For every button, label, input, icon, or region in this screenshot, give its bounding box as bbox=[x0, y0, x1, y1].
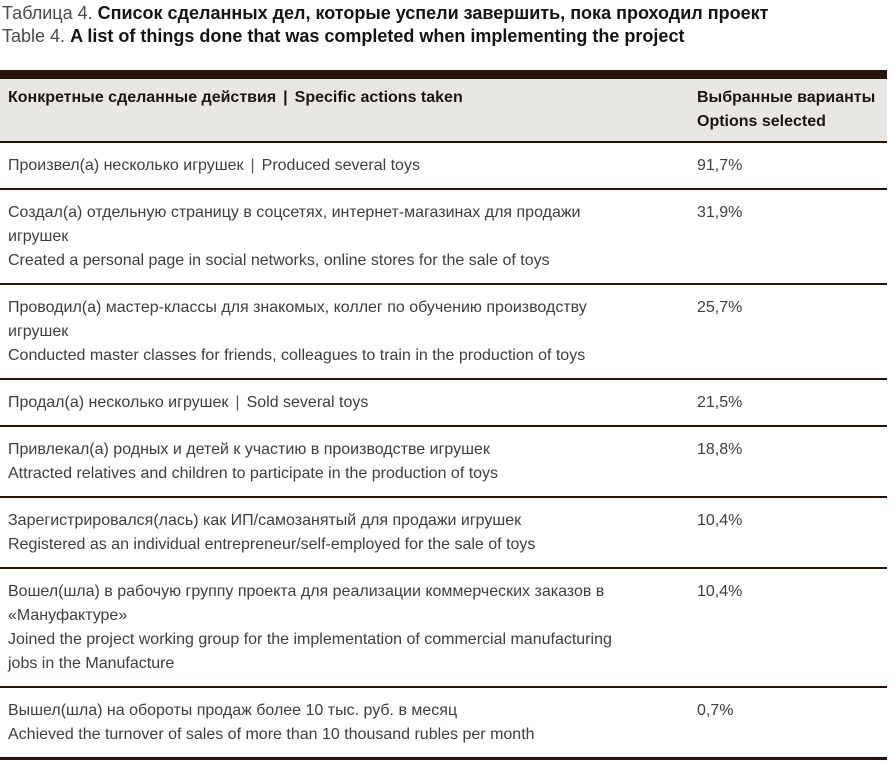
header-actions-column: Конкретные сделанные действия | Specific a… bbox=[8, 86, 697, 134]
caption-line-ru: Таблица 4. Список сделанных дел, которые… bbox=[2, 2, 896, 25]
row-percentage: 0,7% bbox=[697, 702, 734, 719]
row-percentage: 10,4% bbox=[697, 512, 743, 529]
row-pipe-separator: | bbox=[250, 157, 255, 174]
row-action-en: Produced several toys bbox=[261, 157, 420, 174]
row-action-line: Registered as an individual entrepreneur… bbox=[8, 536, 536, 553]
row-percentage: 10,4% bbox=[697, 583, 743, 600]
row-action-line: jobs in the Manufacture bbox=[8, 655, 175, 672]
row-percentage: 31,9% bbox=[697, 204, 743, 221]
row-action-text: Произвел(а) несколько игрушек | Produced s… bbox=[8, 154, 697, 178]
row-percentage: 21,5% bbox=[697, 394, 743, 411]
header-options-ru: Выбранные варианты bbox=[697, 89, 876, 106]
table-row: Привлекал(а) родных и детей к участию в … bbox=[0, 427, 887, 498]
table-row: Проводил(а) мастер-классы для знакомых, … bbox=[0, 285, 887, 380]
table-header-row: Конкретные сделанные действия | Specific a… bbox=[0, 79, 887, 143]
header-actions-ru: Конкретные сделанные действия bbox=[8, 89, 277, 106]
header-actions-en: Specific actions taken bbox=[294, 89, 463, 106]
row-percentage: 18,8% bbox=[697, 441, 743, 458]
row-action-text: Продал(а) несколько игрушек | Sold several… bbox=[8, 391, 697, 415]
caption-label-en: Table 4. bbox=[2, 26, 66, 46]
row-pipe-separator: | bbox=[235, 394, 240, 411]
caption-text-ru: Список сделанных дел, которые успели зав… bbox=[97, 3, 769, 23]
row-action-line: Создал(а) отдельную страницу в соцсетях,… bbox=[8, 204, 581, 221]
row-percentage: 25,7% bbox=[697, 299, 743, 316]
row-action-text: Зарегистрировался(лась) как ИП/самозанят… bbox=[8, 509, 697, 557]
table-row: Вышел(шла) на обороты продаж более 10 ты… bbox=[0, 688, 887, 757]
row-action-text: Привлекал(а) родных и детей к участию в … bbox=[8, 438, 697, 486]
row-action-line: Вошел(шла) в рабочую группу проекта для … bbox=[8, 583, 605, 600]
row-action-line: Привлекал(а) родных и детей к участию в … bbox=[8, 441, 490, 458]
row-action-text: Вошел(шла) в рабочую группу проекта для … bbox=[8, 580, 697, 676]
row-percentage: 91,7% bbox=[697, 157, 743, 174]
row-action-ru: Продал(а) несколько игрушек bbox=[8, 394, 229, 411]
row-action-text: Создал(а) отдельную страницу в соцсетях,… bbox=[8, 201, 697, 273]
row-action-line: Attracted relatives and children to part… bbox=[8, 465, 499, 482]
row-action-line: Зарегистрировался(лась) как ИП/самозанят… bbox=[8, 512, 522, 529]
row-action-line: Проводил(а) мастер-классы для знакомых, … bbox=[8, 299, 587, 316]
row-action-text: Вышел(шла) на обороты продаж более 10 ты… bbox=[8, 699, 697, 747]
row-action-line: Conducted master classes for friends, co… bbox=[8, 347, 586, 364]
caption-label-ru: Таблица 4. bbox=[2, 3, 93, 23]
row-action-line: Created a personal page in social networ… bbox=[8, 252, 550, 269]
table-row: Вошел(шла) в рабочую группу проекта для … bbox=[0, 569, 887, 688]
table-row: Создал(а) отдельную страницу в соцсетях,… bbox=[0, 190, 887, 285]
row-action-line: Продал(а) несколько игрушек | Sold several… bbox=[8, 391, 697, 415]
table-row: Продал(а) несколько игрушек | Sold several… bbox=[0, 380, 887, 427]
row-action-line: Вышел(шла) на обороты продаж более 10 ты… bbox=[8, 702, 458, 719]
caption-text-en: A list of things done that was completed… bbox=[70, 26, 685, 46]
row-action-ru: Произвел(а) несколько игрушек bbox=[8, 157, 244, 174]
row-action-line: Произвел(а) несколько игрушек | Produced s… bbox=[8, 154, 697, 178]
row-action-line: игрушек bbox=[8, 228, 69, 245]
table-row: Зарегистрировался(лась) как ИП/самозанят… bbox=[0, 498, 887, 569]
row-action-line: «Мануфактуре» bbox=[8, 607, 128, 624]
header-options-en: Options selected bbox=[697, 113, 826, 130]
caption-line-en: Table 4. A list of things done that was … bbox=[2, 25, 896, 48]
row-action-en: Sold several toys bbox=[246, 394, 369, 411]
row-action-line: Achieved the turnover of sales of more t… bbox=[8, 726, 535, 743]
row-action-line: игрушек bbox=[8, 323, 69, 340]
table-row: Произвел(а) несколько игрушек | Produced s… bbox=[0, 143, 887, 190]
row-action-line: Joined the project working group for the… bbox=[8, 631, 612, 648]
header-pipe-separator: | bbox=[283, 89, 288, 106]
row-action-text: Проводил(а) мастер-классы для знакомых, … bbox=[8, 296, 697, 368]
table-caption: Таблица 4. Список сделанных дел, которые… bbox=[0, 0, 896, 48]
header-options-column: Выбранные варианты Options selected bbox=[697, 86, 879, 134]
data-table: Конкретные сделанные действия | Specific a… bbox=[0, 70, 887, 760]
